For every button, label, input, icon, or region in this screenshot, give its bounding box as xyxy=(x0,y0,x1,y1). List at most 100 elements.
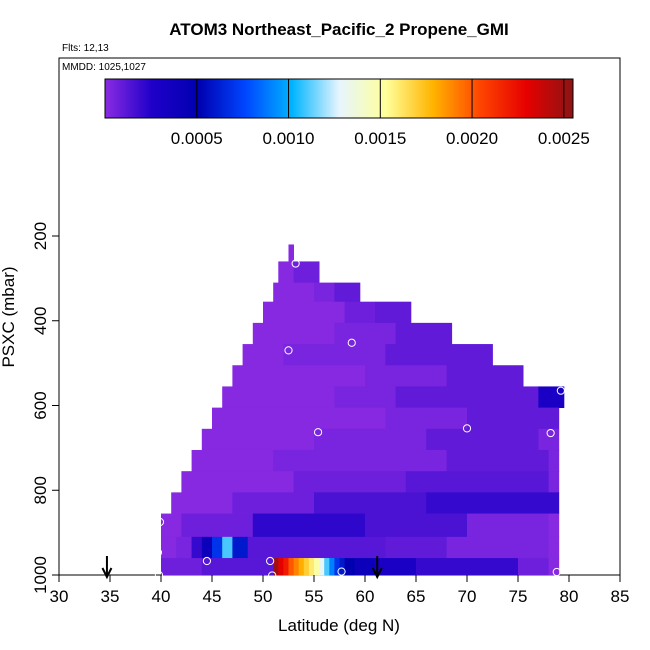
x-tick-label: 30 xyxy=(50,587,69,606)
sample-point xyxy=(291,259,300,268)
heatmap-cell xyxy=(385,407,468,430)
chart-title: ATOM3 Northeast_Pacific_2 Propene_GMI xyxy=(169,20,508,39)
heatmap-cell xyxy=(161,536,177,559)
heatmap-cell xyxy=(344,558,356,576)
heatmap-cell xyxy=(334,282,361,303)
heatmap-cell xyxy=(252,513,366,538)
heatmap-cell xyxy=(242,344,284,366)
colorbar-tick-label: 0.0010 xyxy=(263,129,315,148)
heatmap-cell xyxy=(278,558,284,576)
heatmap-cell xyxy=(395,386,539,409)
heatmap-cell xyxy=(416,558,519,576)
x-tick-label: 75 xyxy=(509,587,528,606)
heatmap-cell xyxy=(314,558,320,576)
y-tick-label: 200 xyxy=(31,222,50,250)
heatmap-cell xyxy=(176,536,192,559)
heatmap-cell xyxy=(354,558,376,576)
heatmap-cells xyxy=(161,244,565,576)
colorbar-tick-label: 0.0025 xyxy=(538,129,590,148)
heatmap-cell xyxy=(247,536,294,559)
colorbar-gradient xyxy=(104,78,574,119)
heatmap-cell xyxy=(191,536,203,559)
colorbar-tick-label: 0.0005 xyxy=(171,129,223,148)
heatmap-cell xyxy=(232,492,315,514)
heatmap-cell xyxy=(548,449,560,472)
heatmap-cell xyxy=(181,471,294,493)
sample-point xyxy=(552,567,561,577)
sample-point xyxy=(337,567,346,576)
y-tick-label: 600 xyxy=(31,391,50,419)
heatmap-cell xyxy=(161,513,182,538)
heatmap-cell xyxy=(426,492,560,514)
heatmap-cell xyxy=(365,365,447,387)
heatmap-cell xyxy=(212,407,386,430)
y-tick-label: 1000 xyxy=(31,556,50,594)
heatmap-cell xyxy=(324,558,330,576)
sample-point xyxy=(347,338,356,347)
heatmap-cell xyxy=(375,558,417,576)
heatmap-cell xyxy=(222,536,233,559)
heatmap-cell xyxy=(201,536,213,559)
x-tick-label: 65 xyxy=(407,587,426,606)
heatmap-cell xyxy=(293,471,407,493)
heatmap-cell xyxy=(283,344,386,366)
heatmap-cell xyxy=(232,536,249,559)
arrow-head xyxy=(371,567,383,580)
heatmap-cell xyxy=(222,386,335,409)
heatmap-cell xyxy=(314,282,335,303)
heatmap-cell xyxy=(314,428,427,451)
sample-point xyxy=(154,570,164,580)
heatmap-cell xyxy=(288,558,294,576)
heatmap-cell xyxy=(446,449,549,472)
colorbar-tick-label: 0.0020 xyxy=(446,129,498,148)
heatmap-cell xyxy=(314,492,427,514)
colorbar-tick-label: 0.0015 xyxy=(354,129,406,148)
heatmap-cell xyxy=(395,322,453,345)
heatmap-cell xyxy=(548,536,560,559)
flights-label: Flts: 12,13 xyxy=(62,43,109,54)
heatmap-cell xyxy=(212,536,223,559)
heatmap-cell xyxy=(303,558,310,576)
heatmap-cell xyxy=(385,344,493,366)
x-axis-label: Latitude (deg N) xyxy=(278,616,400,635)
x-tick-label: 55 xyxy=(305,587,324,606)
heatmap-cell xyxy=(263,301,345,324)
x-tick-label: 70 xyxy=(458,587,477,606)
heatmap-cell xyxy=(405,471,549,493)
heatmap-cell xyxy=(273,558,279,576)
heatmap-cell xyxy=(426,428,539,451)
sample-point xyxy=(313,428,323,437)
x-tick-label: 35 xyxy=(101,587,120,606)
x-tick-label: 85 xyxy=(611,587,630,606)
y-tick-label: 400 xyxy=(31,307,50,335)
heatmap-cell xyxy=(538,386,565,409)
heatmap-cell xyxy=(232,365,366,387)
heatmap-cell xyxy=(252,322,335,345)
heatmap-cell xyxy=(334,558,340,576)
heatmap-cell xyxy=(273,282,315,303)
arrow-head xyxy=(101,567,113,580)
sample-point xyxy=(202,556,211,566)
sample-point xyxy=(153,548,163,557)
heatmap-cell xyxy=(201,428,315,451)
mmdd-label: MMDD: 1025,1027 xyxy=(62,62,146,73)
y-axis: 200 400 600 800 1000 xyxy=(31,222,59,594)
x-tick-label: 80 xyxy=(560,587,579,606)
heatmap-cell xyxy=(548,471,560,493)
heatmap-cell xyxy=(293,558,300,576)
heatmap-cell xyxy=(288,244,294,262)
heatmap-cell xyxy=(293,536,386,559)
colorbar: 0.0005 0.0010 0.0015 0.0020 0.0025 xyxy=(104,78,590,148)
heatmap-cell xyxy=(467,407,560,430)
heatmap-cell xyxy=(339,558,345,576)
sample-points xyxy=(153,259,565,580)
x-tick-label: 50 xyxy=(254,587,273,606)
x-tick-label: 60 xyxy=(356,587,375,606)
heatmap-cell xyxy=(181,513,254,538)
heatmap-cell xyxy=(293,261,320,284)
sample-point xyxy=(268,571,277,580)
heatmap-cell xyxy=(375,301,412,324)
y-axis-label: PSXC (mbar) xyxy=(0,266,18,367)
heatmap-cell xyxy=(334,322,396,345)
